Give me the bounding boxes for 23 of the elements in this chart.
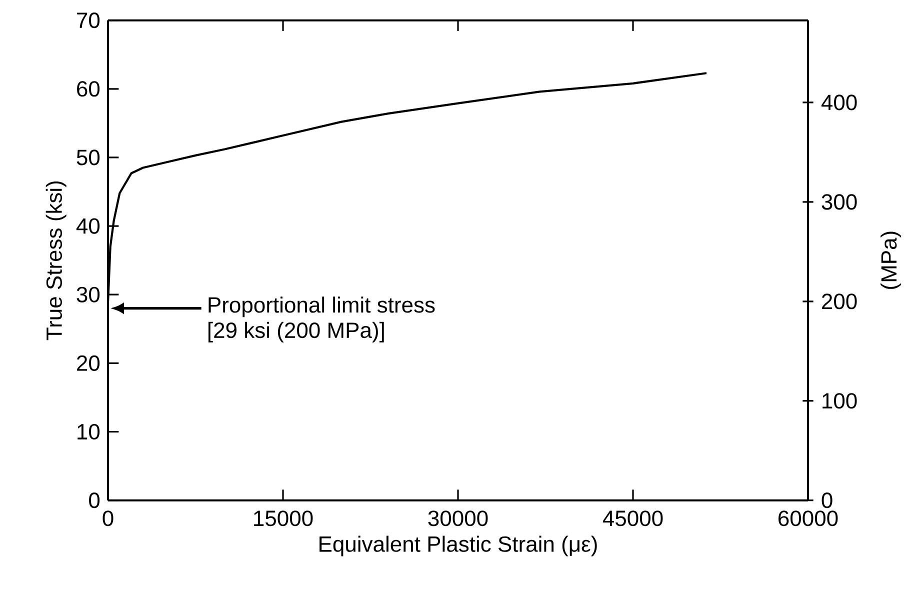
annotation: Proportional limit stress: [208, 296, 435, 318]
y2-tick-label: 100: [822, 393, 857, 409]
x-tick-label: 60000: [778, 510, 838, 526]
x-tick-label: 15000: [254, 510, 313, 526]
annotation: [29 ksi (200 MPa)]: [208, 322, 384, 342]
x-tick-label: 30000: [428, 510, 488, 526]
x-tick-label: 45000: [602, 510, 663, 526]
y-tick-label: 20: [77, 355, 100, 371]
y-axis-title: True Stress (ksi): [46, 181, 66, 340]
y-tick-label: 70: [77, 12, 100, 28]
y2-tick-label: 400: [821, 94, 857, 110]
y2-tick-label: 0: [822, 492, 832, 508]
y2-tick-label: 200: [822, 294, 857, 310]
x-axis-title: Equivalent Plastic Strain (με): [320, 536, 597, 556]
y-tick-label: 10: [78, 424, 100, 440]
y2-axis-title: (MPa): [880, 232, 902, 289]
y-tick-label: 60: [77, 81, 100, 97]
y-tick-label: 40: [76, 218, 100, 234]
y-tick-label: 30: [76, 286, 100, 302]
x-tick-label: 0: [102, 510, 114, 526]
y-tick-label: 50: [76, 150, 100, 166]
y-tick-label: 0: [89, 492, 100, 508]
y2-tick-label: 300: [822, 194, 857, 210]
